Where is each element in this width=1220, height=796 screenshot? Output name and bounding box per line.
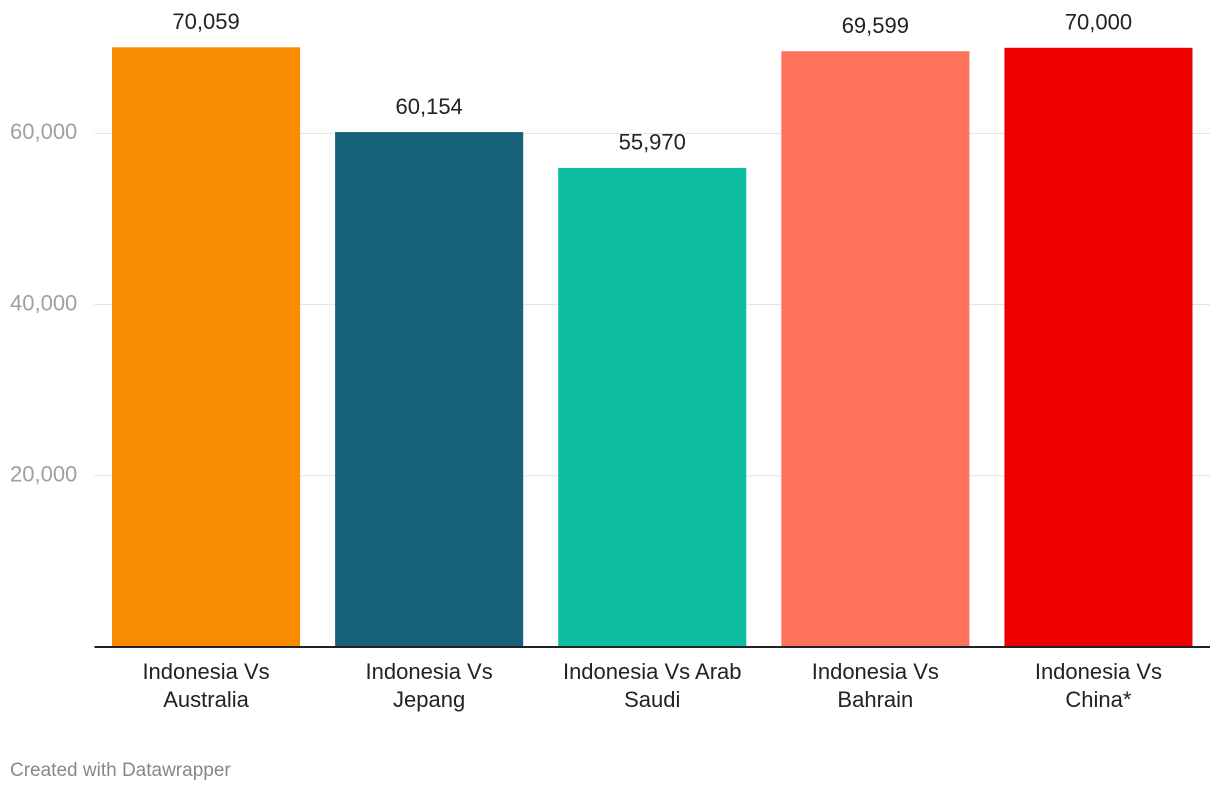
- x-tick-label: Indonesia Vs Jepang: [365, 659, 493, 712]
- x-tick-label: Indonesia Vs Australia: [142, 659, 270, 712]
- bar: [1004, 47, 1193, 648]
- value-label: 69,599: [842, 13, 909, 38]
- bar: [112, 47, 301, 647]
- value-label: 70,000: [1065, 10, 1132, 35]
- y-tick-label: 20,000: [10, 462, 77, 487]
- bar: [781, 51, 970, 648]
- value-label: 55,970: [619, 130, 686, 155]
- value-label: 70,059: [172, 9, 239, 34]
- x-tick-label: Indonesia Vs Bahrain: [811, 659, 939, 712]
- value-label: 60,154: [396, 94, 463, 119]
- bar: [335, 132, 524, 647]
- y-tick-label: 40,000: [10, 290, 77, 315]
- x-tick-label: Indonesia Vs China*: [1034, 659, 1163, 712]
- x-tick-label: Indonesia Vs Arab Saudi: [562, 659, 742, 712]
- y-tick-label: 60,000: [10, 119, 77, 144]
- bar: [558, 167, 747, 648]
- footer: Created with Datawrapper: [10, 760, 231, 781]
